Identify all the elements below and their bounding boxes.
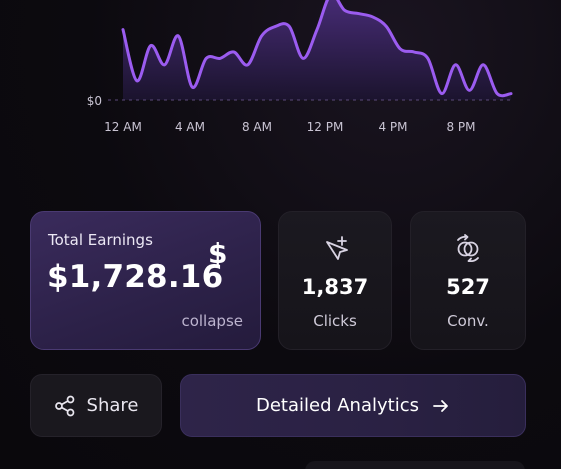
earnings-chart: $0 12 AM 4 AM 8 AM 12 PM 4 PM 8 PM xyxy=(0,0,561,150)
x-tick-label: 12 PM xyxy=(307,120,344,134)
earnings-area xyxy=(123,0,511,100)
conversions-label: Conv. xyxy=(447,312,489,330)
collapse-button[interactable]: collapse xyxy=(181,312,243,330)
conversions-card: 527 Conv. xyxy=(410,211,526,350)
earnings-line xyxy=(121,0,513,98)
conversion-icon xyxy=(457,234,479,262)
total-earnings-card: Total Earnings $1,728.16 $ collapse xyxy=(30,211,261,350)
y-tick-label: $0 xyxy=(87,94,102,108)
x-tick-label: 8 PM xyxy=(446,120,475,134)
clicks-value: 1,837 xyxy=(301,275,369,299)
share-label: Share xyxy=(86,395,139,416)
total-earnings-value: $1,728.16 xyxy=(47,259,224,295)
total-earnings-label: Total Earnings xyxy=(48,231,153,249)
detailed-analytics-label: Detailed Analytics xyxy=(256,395,419,416)
cursor-click-icon xyxy=(326,236,348,260)
share-button[interactable]: Share xyxy=(30,374,162,437)
x-tick-label: 4 AM xyxy=(175,120,205,134)
detailed-analytics-button[interactable]: Detailed Analytics xyxy=(180,374,526,437)
x-tick-label: 12 AM xyxy=(104,120,142,134)
clicks-card: 1,837 Clicks xyxy=(278,211,392,350)
share-icon xyxy=(54,395,74,416)
x-tick-label: 8 AM xyxy=(242,120,272,134)
conversions-value: 527 xyxy=(446,275,490,299)
earnings-chart-svg: $012 AM 4 AM 8 AM 12 PM 4 PM 8 PM xyxy=(87,0,513,134)
x-tick-label: 4 PM xyxy=(378,120,407,134)
dollar-icon: $ xyxy=(208,237,228,270)
arrow-right-icon xyxy=(433,399,448,412)
bottom-card-edge xyxy=(305,461,525,469)
clicks-label: Clicks xyxy=(313,312,357,330)
